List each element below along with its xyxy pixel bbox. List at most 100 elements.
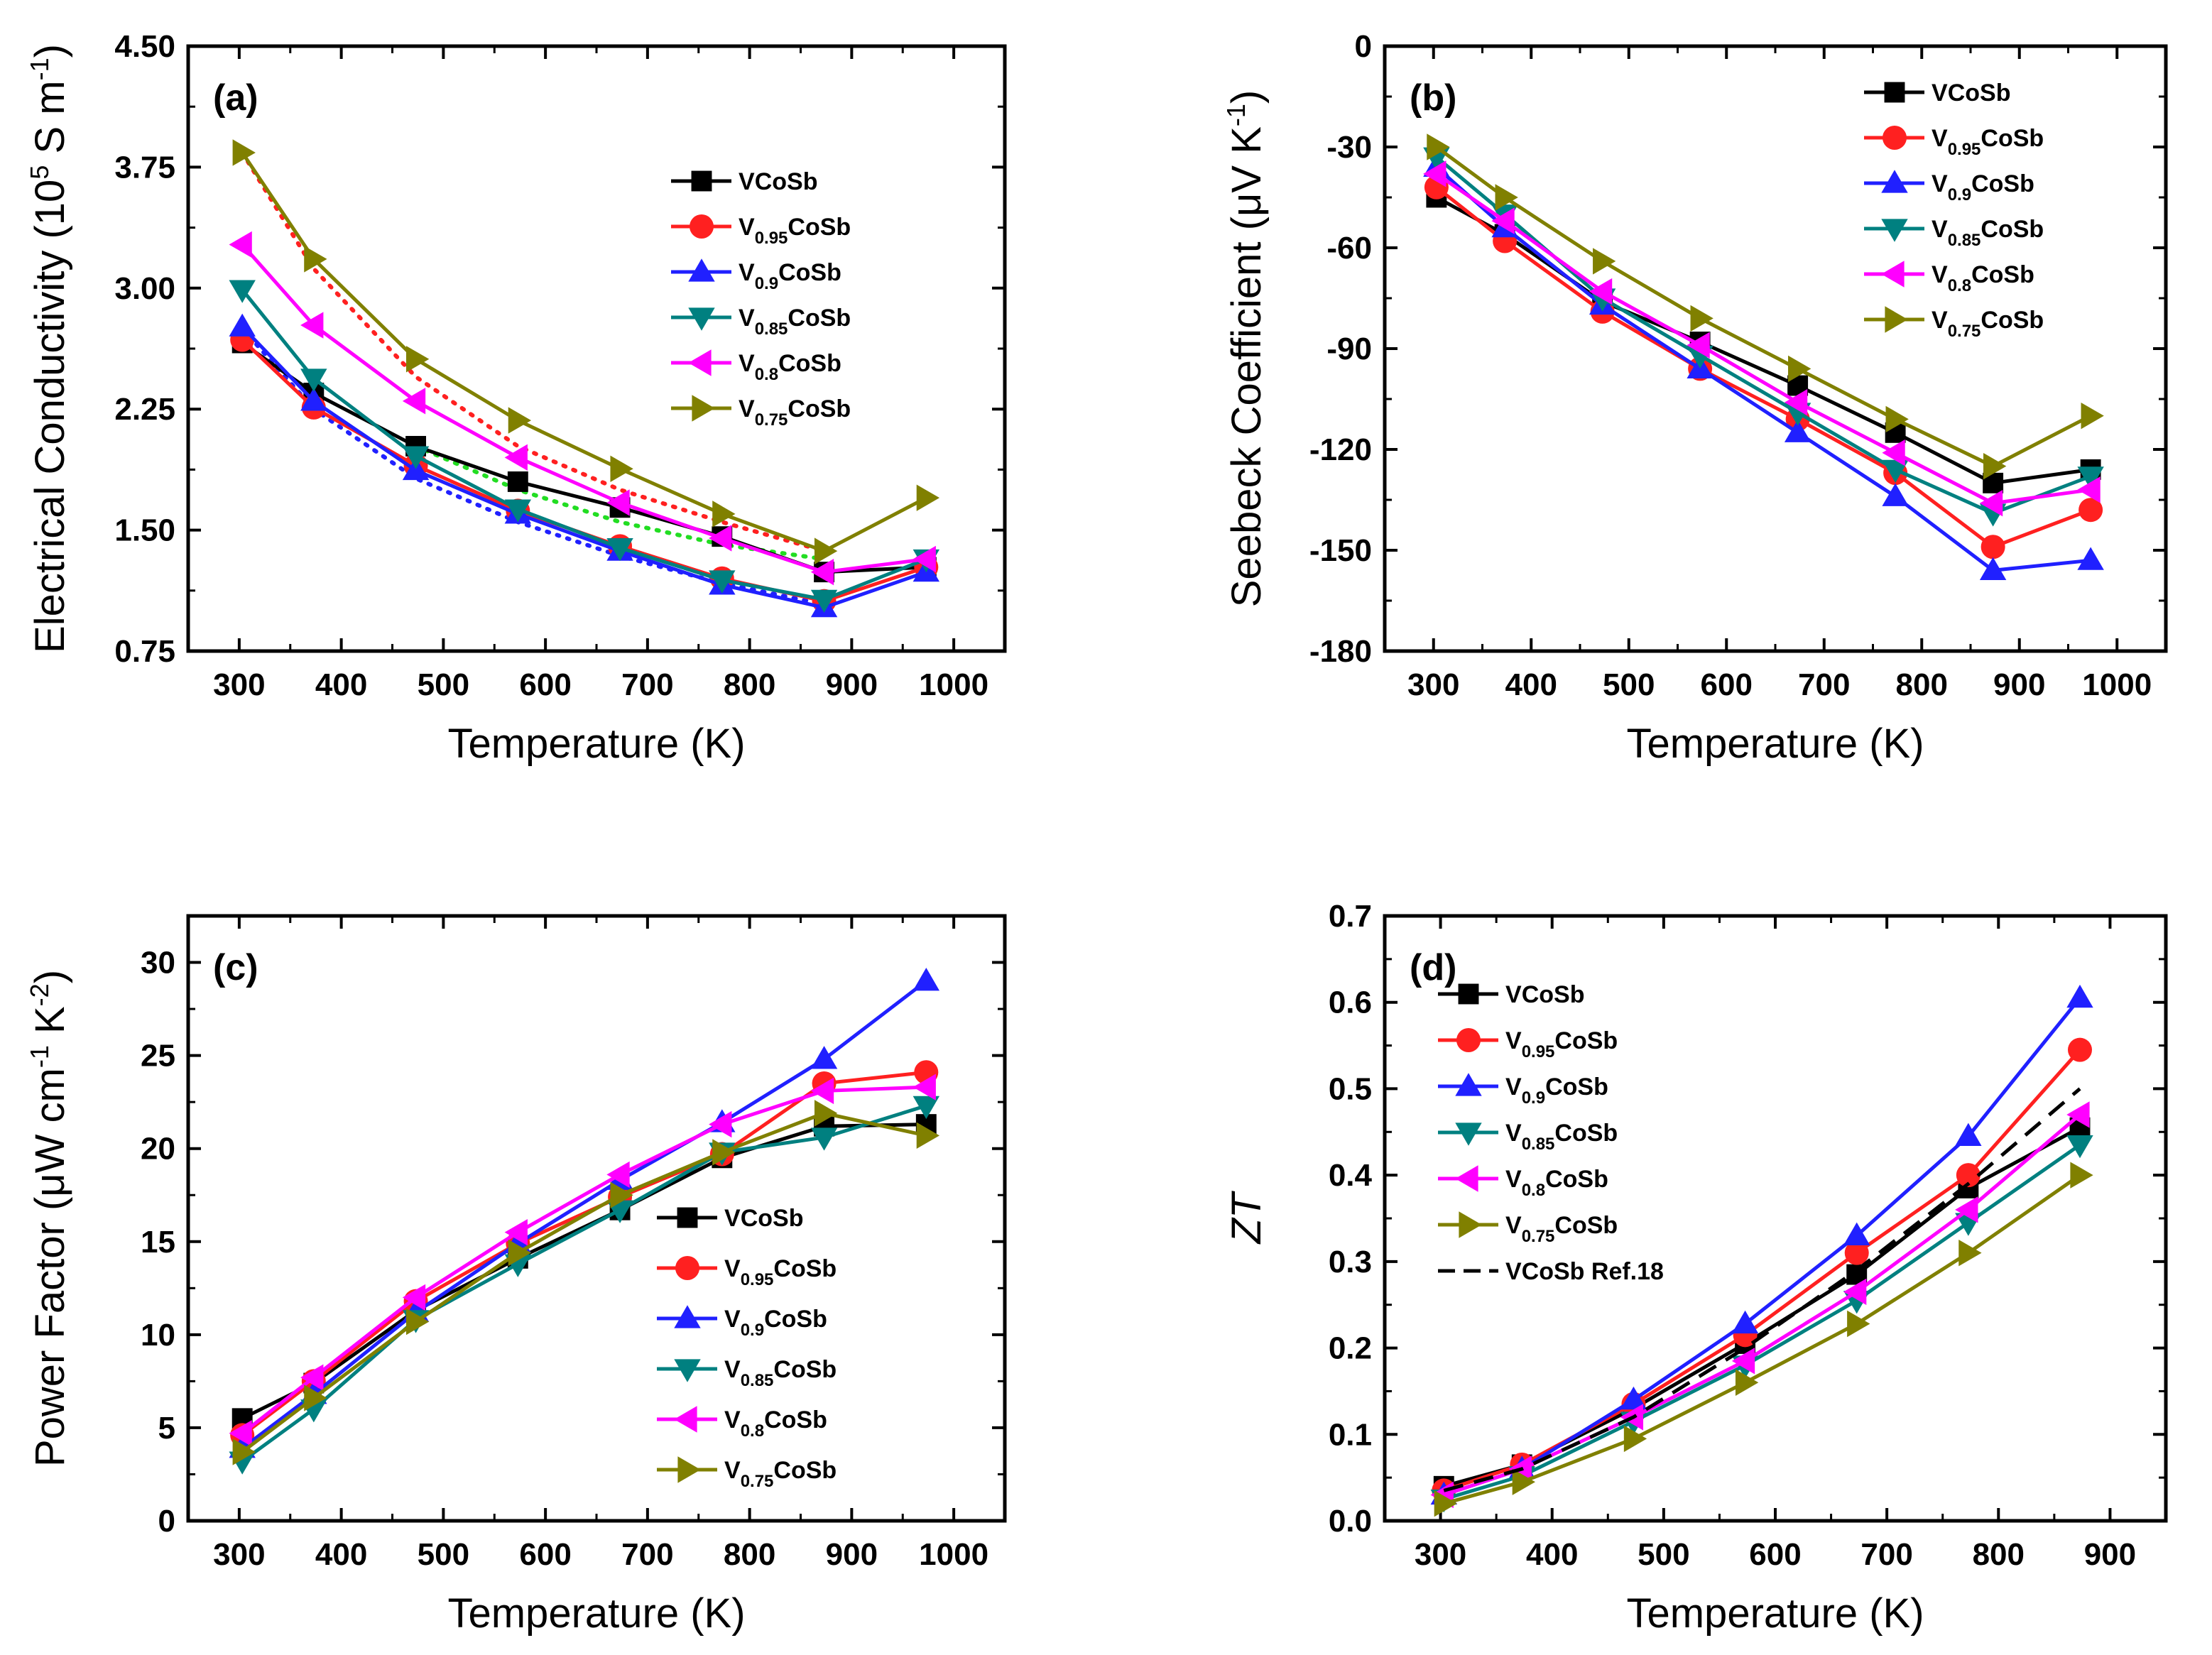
series-v0-8cosb <box>1423 160 2101 517</box>
data-point <box>810 558 834 586</box>
x-tick-label: 800 <box>1896 667 1948 702</box>
data-point <box>912 1074 936 1100</box>
data-point <box>2078 498 2103 523</box>
legend-marker <box>1881 219 1908 242</box>
legend-marker <box>691 170 712 192</box>
data-point <box>1423 160 1446 187</box>
y-tick-label: 0.0 <box>1329 1504 1372 1539</box>
data-point <box>2070 1162 2093 1189</box>
data-point <box>504 499 532 523</box>
x-tick-label: 1000 <box>919 667 988 702</box>
series-line <box>241 1123 927 1421</box>
legend-label: V0.75CoSb <box>724 1457 837 1491</box>
x-tick-label: 700 <box>621 1537 673 1572</box>
legend-label: V0.8CoSb <box>724 1407 827 1441</box>
data-point <box>300 1364 324 1391</box>
data-point <box>2081 402 2104 430</box>
series-line <box>1435 195 2091 485</box>
legend-marker <box>674 1359 701 1382</box>
series-line <box>1435 172 2091 506</box>
x-axis-title: Temperature (K) <box>1626 1590 1924 1637</box>
data-point <box>2068 1037 2092 1062</box>
y-tick-label: 3.75 <box>114 150 175 185</box>
legend-label: VCoSb <box>1932 80 2010 106</box>
fit-line <box>240 326 827 607</box>
data-point <box>232 139 256 166</box>
series-line <box>1435 145 2092 469</box>
series-line <box>1435 155 2092 515</box>
y-tick-label: 20 <box>141 1132 175 1167</box>
legend-label: V0.95CoSb <box>724 1255 837 1289</box>
series-line <box>241 151 927 553</box>
data-point <box>2066 984 2093 1008</box>
data-point <box>405 1308 430 1336</box>
data-point <box>1495 184 1518 211</box>
data-point <box>1844 1240 1869 1265</box>
y-tick-label: 0.7 <box>1329 899 1372 934</box>
x-tick-label: 500 <box>418 1537 469 1572</box>
legend-label: V0.85CoSb <box>1505 1120 1618 1154</box>
legend-marker <box>1881 261 1905 288</box>
x-tick-label: 500 <box>418 667 469 702</box>
series-line <box>241 1111 927 1453</box>
legend-label: VCoSb <box>739 168 817 195</box>
legend-label: V0.95CoSb <box>1932 125 2044 159</box>
data-point <box>508 407 532 434</box>
data-point <box>916 1122 940 1149</box>
legend-marker <box>1458 983 1479 1005</box>
legend: VCoSb V0.95CoSb V0.9CoSb V0.85CoSb V0.8CoSb V… <box>1438 981 1664 1285</box>
x-tick-label: 700 <box>1798 667 1850 702</box>
data-point <box>402 1284 426 1311</box>
y-tick-label: 30 <box>141 946 175 981</box>
series-line <box>1443 1087 2081 1492</box>
y-tick-label: -90 <box>1326 332 1372 366</box>
data-point <box>1788 355 1811 383</box>
data-point <box>1958 1239 1982 1267</box>
x-tick-label: 1000 <box>919 1537 988 1572</box>
data-point <box>300 312 324 339</box>
legend-marker <box>1459 1211 1482 1238</box>
y-axis-title: Power Factor (μW cm-1 K-2) <box>25 970 73 1467</box>
data-point <box>912 545 936 573</box>
data-point <box>610 1181 633 1208</box>
y-tick-label: 0.1 <box>1329 1417 1372 1452</box>
y-tick-label: 25 <box>141 1039 175 1074</box>
fit-line <box>413 444 827 562</box>
series-v0-85cosb <box>1423 147 2104 527</box>
data-point <box>709 525 732 552</box>
data-point <box>712 501 736 528</box>
y-tick-label: 5 <box>158 1411 175 1446</box>
data-point <box>1843 1222 1870 1245</box>
legend-marker <box>1884 82 1905 103</box>
legend-label: V0.8CoSb <box>739 350 841 384</box>
data-point <box>1593 248 1616 275</box>
data-point <box>1882 439 1905 466</box>
legend-marker <box>1455 1123 1482 1146</box>
legend-marker <box>690 214 714 239</box>
series-line <box>1435 165 2091 572</box>
legend-marker <box>674 1305 701 1328</box>
x-tick-label: 600 <box>1701 667 1753 702</box>
data-point <box>1620 1386 1647 1410</box>
legend-label: V0.75CoSb <box>739 395 851 430</box>
x-tick-label: 400 <box>1505 667 1557 702</box>
data-point <box>229 280 256 303</box>
data-point <box>1979 557 2007 580</box>
y-tick-label: -120 <box>1309 432 1372 467</box>
data-point <box>402 446 430 469</box>
data-point <box>810 1127 838 1151</box>
y-tick-label: -150 <box>1309 533 1372 568</box>
data-point <box>1882 483 1909 506</box>
legend-label: V0.95CoSb <box>1505 1027 1618 1061</box>
plot-frame <box>186 44 1007 653</box>
legend-marker <box>1881 170 1908 193</box>
y-tick-label: 0.3 <box>1329 1245 1372 1279</box>
x-tick-label: 1000 <box>2082 667 2152 702</box>
legend-marker <box>1885 306 1908 333</box>
data-point <box>1623 1425 1647 1453</box>
legend-label: V0.9CoSb <box>1505 1074 1608 1108</box>
legend-label: V0.8CoSb <box>1932 261 2034 295</box>
data-point <box>2066 1135 2093 1159</box>
data-point <box>229 313 256 337</box>
y-tick-label: 0.75 <box>114 634 175 669</box>
